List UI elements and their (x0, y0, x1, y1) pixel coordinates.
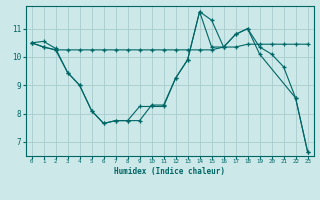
X-axis label: Humidex (Indice chaleur): Humidex (Indice chaleur) (114, 167, 225, 176)
